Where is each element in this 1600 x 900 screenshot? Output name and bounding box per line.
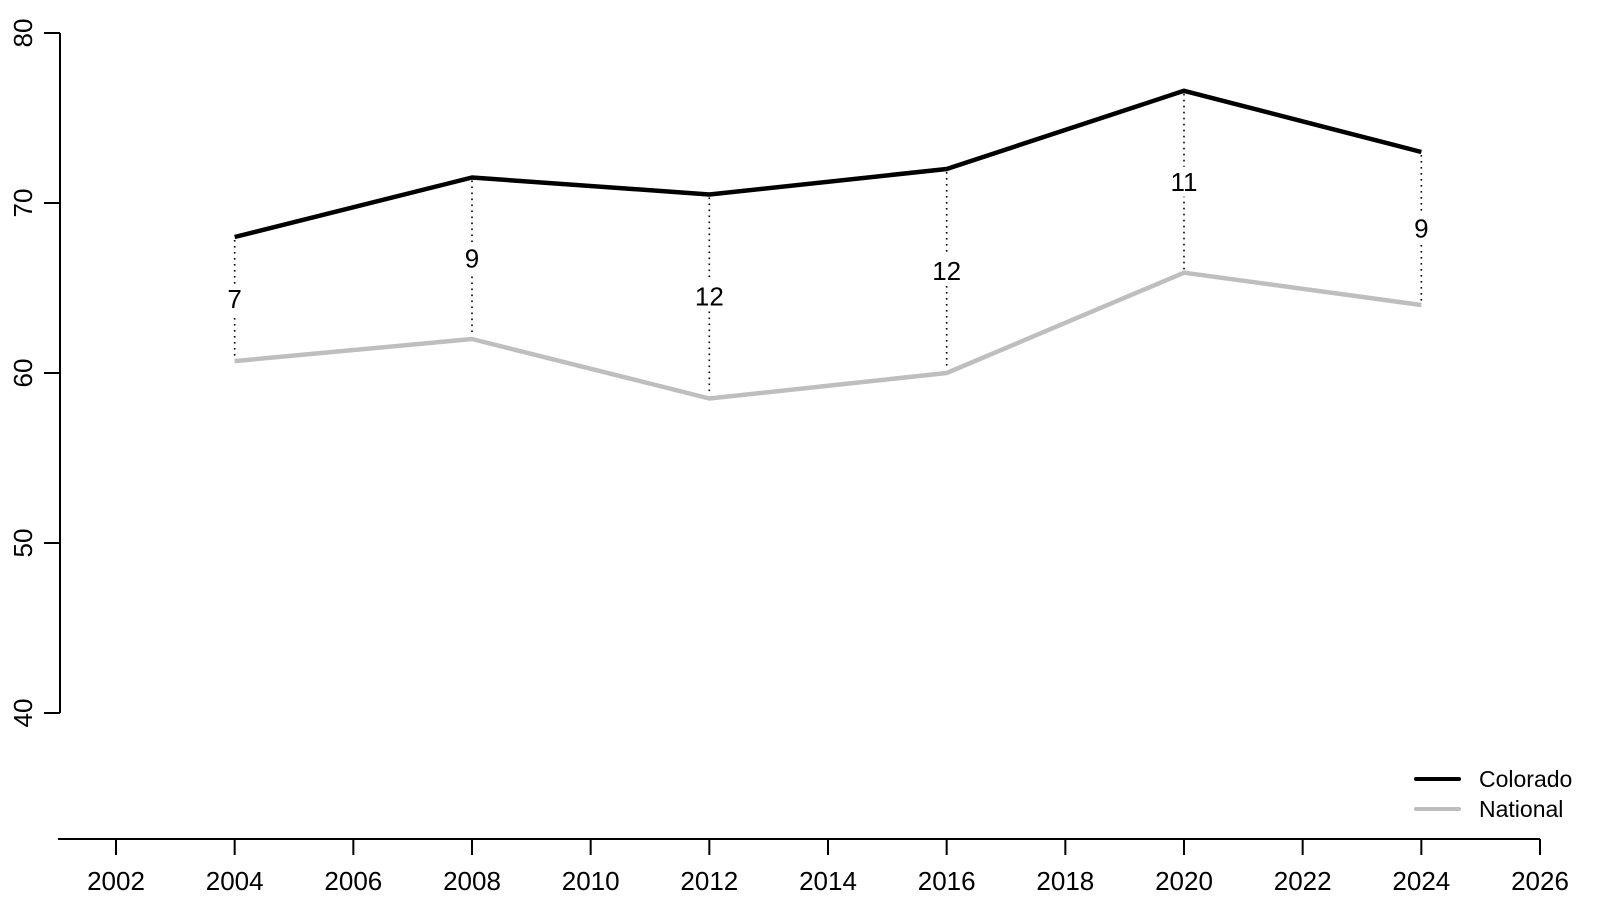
national-series-line [234,270,1422,401]
x-axis-tick-label: 2016 [918,866,976,896]
gap-label: 12 [932,256,961,286]
gap-label: 11 [1171,167,1198,197]
x-axis-tick-label: 2012 [680,866,738,896]
colorado-line-swatch-icon [1414,777,1461,781]
gap-label-background [460,243,484,274]
x-axis-tick-label: 2006 [324,866,382,896]
legend-item-national: National [1414,794,1572,824]
gap-label-background [1409,213,1433,244]
x-axis-tick-label: 2004 [206,866,264,896]
national-line-swatch-icon [1414,807,1461,811]
legend-label-national: National [1479,795,1564,822]
y-axis-tick-label: 70 [8,189,38,218]
gap-label: 9 [1414,214,1428,244]
y-axis-tick-label: 40 [8,699,38,728]
x-axis-tick-label: 2018 [1036,866,1094,896]
legend: Colorado National [1414,764,1572,824]
x-axis-tick-label: 2008 [443,866,501,896]
gap-label: 9 [465,243,479,273]
y-axis-tick-label: 50 [8,529,38,558]
y-axis-tick-label: 80 [8,19,38,48]
gap-label-background [223,284,247,315]
x-axis-tick-label: 2014 [799,866,857,896]
legend-item-colorado: Colorado [1414,764,1572,794]
x-axis-tick-label: 2020 [1155,866,1213,896]
gap-label-background [1165,166,1203,197]
gap-label-background [927,256,966,286]
gap-label: 7 [227,284,241,314]
x-axis-tick-label: 2002 [87,866,145,896]
legend-label-colorado: Colorado [1479,765,1573,792]
y-axis-tick-label: 60 [8,359,38,388]
x-axis-tick-label: 2024 [1392,866,1450,896]
gap-label: 12 [695,282,724,312]
x-axis-tick-label: 2022 [1274,866,1332,896]
x-axis-tick-label: 2010 [562,866,620,896]
gap-label-background [690,281,729,312]
colorado-series-line [234,88,1422,240]
x-axis-tick-label: 2026 [1511,866,1569,896]
